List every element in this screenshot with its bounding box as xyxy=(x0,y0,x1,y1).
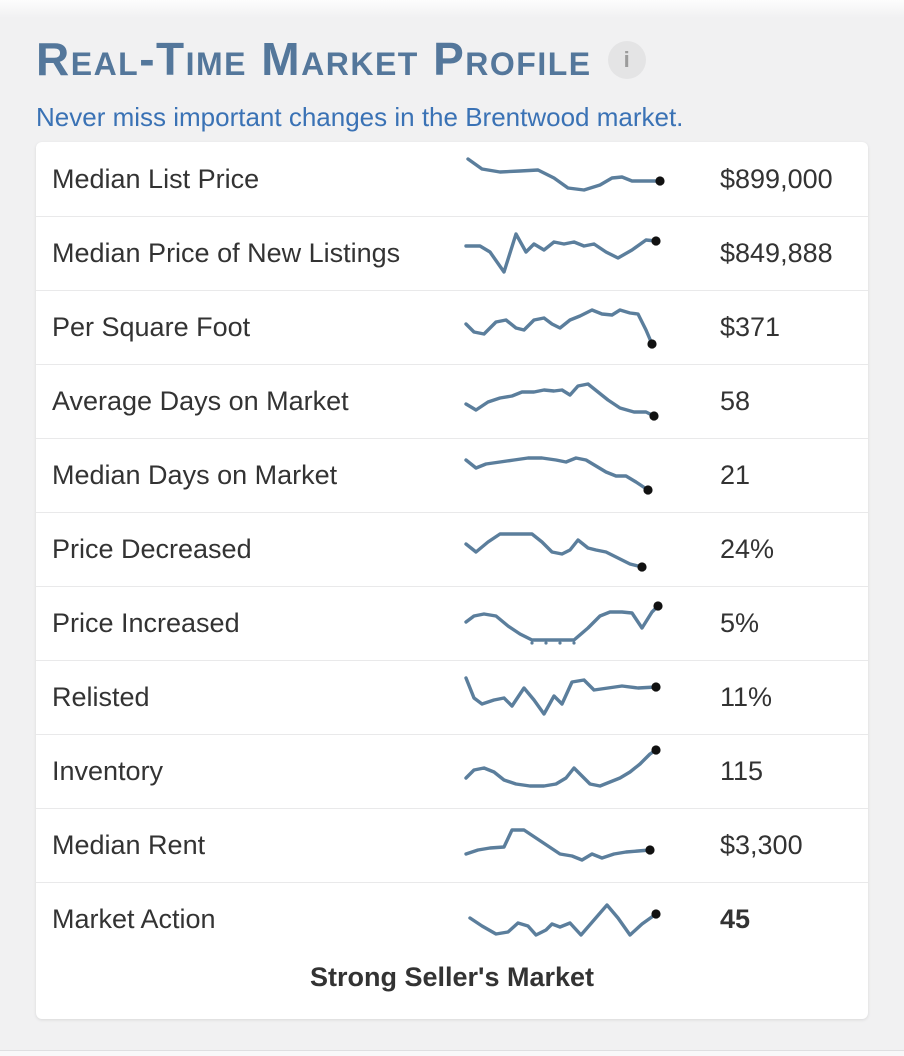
subtitle: Never miss important changes in the Bren… xyxy=(36,101,684,132)
bottom-divider xyxy=(0,1050,904,1056)
metric-sparkline xyxy=(468,903,661,937)
metric-label: Market Action xyxy=(52,904,216,935)
metric-value: 11% xyxy=(720,682,773,713)
sparkline-end-dot xyxy=(651,909,661,919)
sparkline-end-dot xyxy=(651,236,661,246)
sparkline-end-dot xyxy=(653,601,663,611)
metric-label: Relisted xyxy=(52,682,150,713)
metric-value: $849,888 xyxy=(720,238,833,269)
info-icon[interactable]: i xyxy=(607,41,646,80)
metric-sparkline xyxy=(464,532,647,572)
metric-row: Median Price of New Listings $849,888 xyxy=(36,216,868,290)
metric-sparkline xyxy=(464,308,657,349)
metric-row: Average Days on Market 58 xyxy=(36,364,868,438)
metric-label: Median List Price xyxy=(52,163,260,194)
metric-value: 58 xyxy=(720,386,751,417)
metric-label: Per Square Foot xyxy=(52,312,251,343)
sparkline-end-dot xyxy=(649,411,659,421)
metric-sparkline xyxy=(464,601,663,645)
metric-label: Inventory xyxy=(52,756,164,787)
metric-label: Price Increased xyxy=(52,608,240,639)
sparkline-end-dot xyxy=(643,485,653,495)
sparkline-end-dot xyxy=(651,682,661,692)
metric-value: $3,300 xyxy=(720,830,803,861)
metrics-list: Median List Price $899,000 Median Price … xyxy=(36,142,868,956)
sparkline-end-dot xyxy=(651,745,661,755)
metric-row: Market Action 45 xyxy=(36,882,868,956)
page-title: Real-Time Market Profile xyxy=(36,33,592,85)
metric-row: Median List Price $899,000 xyxy=(36,142,868,216)
sparkline-end-dot xyxy=(647,339,657,349)
sparkline-end-dot xyxy=(637,562,647,572)
metric-sparkline xyxy=(464,828,655,862)
header: Real-Time Market Profile i xyxy=(36,0,868,85)
metric-value: 45 xyxy=(720,904,751,935)
metric-value: $899,000 xyxy=(720,163,833,194)
metric-sparkline xyxy=(466,157,665,193)
market-profile-card: Median List Price $899,000 Median Price … xyxy=(36,142,868,1020)
metric-sparkline xyxy=(464,456,653,495)
sparkline-end-dot xyxy=(655,176,665,187)
metric-value: 5% xyxy=(720,608,760,639)
metric-row: Relisted 11% xyxy=(36,660,868,734)
metric-row: Price Decreased 24% xyxy=(36,512,868,586)
metric-label: Average Days on Market xyxy=(52,386,349,417)
metric-label: Price Decreased xyxy=(52,534,252,565)
metric-row: Median Rent $3,300 xyxy=(36,808,868,882)
metric-label: Median Price of New Listings xyxy=(52,238,401,269)
metric-label: Median Rent xyxy=(52,830,206,861)
metric-row: Inventory 115 xyxy=(36,734,868,808)
metric-row: Median Days on Market 21 xyxy=(36,438,868,512)
metric-sparkline xyxy=(464,676,661,716)
metric-value: 115 xyxy=(720,756,764,787)
metric-value: 24% xyxy=(720,534,775,565)
metric-sparkline xyxy=(464,232,661,274)
metric-label: Median Days on Market xyxy=(52,460,338,491)
metric-row: Per Square Foot $371 xyxy=(36,290,868,364)
metric-sparkline xyxy=(464,745,661,788)
market-status-text: Strong Seller's Market xyxy=(309,962,594,993)
metric-row: Price Increased 5% xyxy=(36,586,868,660)
metric-value: $371 xyxy=(720,312,781,343)
sparkline-end-dot xyxy=(645,845,655,855)
metric-value: 21 xyxy=(720,460,751,491)
metric-sparkline xyxy=(464,382,659,421)
